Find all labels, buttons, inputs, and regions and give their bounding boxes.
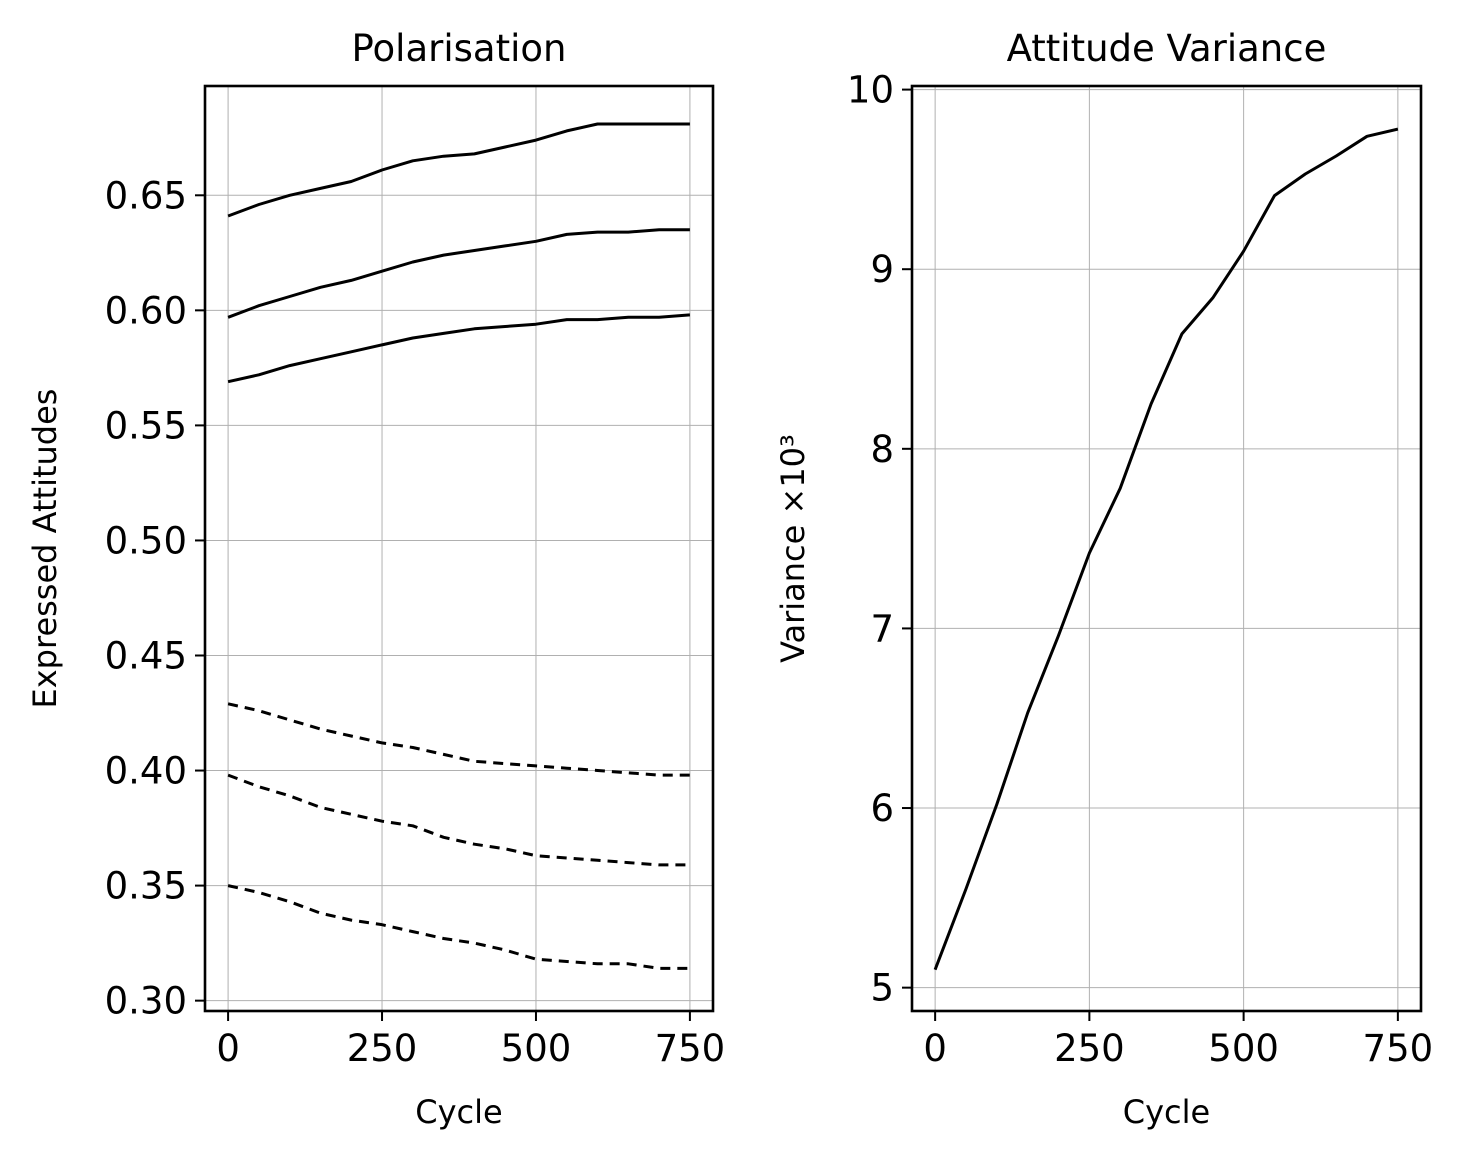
- attitude-variance-x-tick-label: 750: [1363, 1027, 1434, 1070]
- polarisation-y-tick-label: 0.35: [105, 865, 187, 908]
- polarisation-plot-frame: [203, 84, 715, 1013]
- attitude-variance-y-tick-label: 7: [870, 607, 894, 650]
- polarisation-title: Polarisation: [352, 27, 567, 70]
- polarisation-series-line-1: [227, 122, 690, 218]
- polarisation-y-tick-label: 0.55: [105, 404, 187, 447]
- polarisation-y-tick-label: 0.65: [105, 174, 187, 217]
- attitude-variance-plot-frame: [910, 84, 1423, 1013]
- attitude-variance-x-axis-label: Cycle: [1123, 1093, 1210, 1131]
- polarisation-panel: 0 250 500 750 0.30 0.35 0.40 0.45 0.50 0.55 0.60 0.…: [26, 27, 725, 1131]
- attitude-variance-y-tick-label: 9: [870, 248, 894, 291]
- polarisation-x-axis-label: Cycle: [415, 1093, 502, 1131]
- attitude-variance-x-tick-label: 0: [923, 1027, 947, 1070]
- polarisation-y-tick-label: 0.45: [105, 634, 187, 677]
- polarisation-x-tick-label: 750: [655, 1027, 726, 1070]
- attitude-variance-x-tick-label: 250: [1054, 1027, 1125, 1070]
- polarisation-x-tick-label: 0: [216, 1027, 240, 1070]
- polarisation-series-line-3: [227, 313, 691, 384]
- attitude-variance-y-tick-label: 10: [847, 69, 894, 112]
- polarisation-y-axis-label: Expressed Attitudes: [26, 389, 64, 709]
- polarisation-x-tick-label: 250: [347, 1027, 418, 1070]
- attitude-variance-y-axis-label: Variance ×10³: [774, 434, 812, 663]
- polarisation-x-tick-label: 500: [501, 1027, 572, 1070]
- polarisation-series-line-4: [227, 702, 690, 777]
- polarisation-y-tick-label: 0.40: [105, 750, 187, 793]
- attitude-variance-series-line-1: [933, 127, 1399, 971]
- polarisation-y-tick-label: 0.60: [105, 289, 187, 332]
- polarisation-y-tick-label: 0.30: [105, 980, 187, 1023]
- polarisation-series-line-2: [227, 228, 690, 319]
- polarisation-series-line-6: [227, 884, 690, 970]
- attitude-variance-panel: 0 250 500 750 5 6 7 8 9 10 Attitude Variance Cycle…: [774, 27, 1433, 1131]
- attitude-variance-y-tick-label: 5: [870, 967, 894, 1010]
- attitude-variance-x-tick-label: 500: [1208, 1027, 1279, 1070]
- polarisation-series-line-5: [227, 773, 690, 867]
- attitude-variance-title: Attitude Variance: [1007, 27, 1327, 70]
- attitude-variance-y-tick-label: 6: [870, 787, 894, 830]
- polarisation-y-tick-label: 0.50: [105, 519, 187, 562]
- attitude-variance-y-tick-label: 8: [870, 428, 894, 471]
